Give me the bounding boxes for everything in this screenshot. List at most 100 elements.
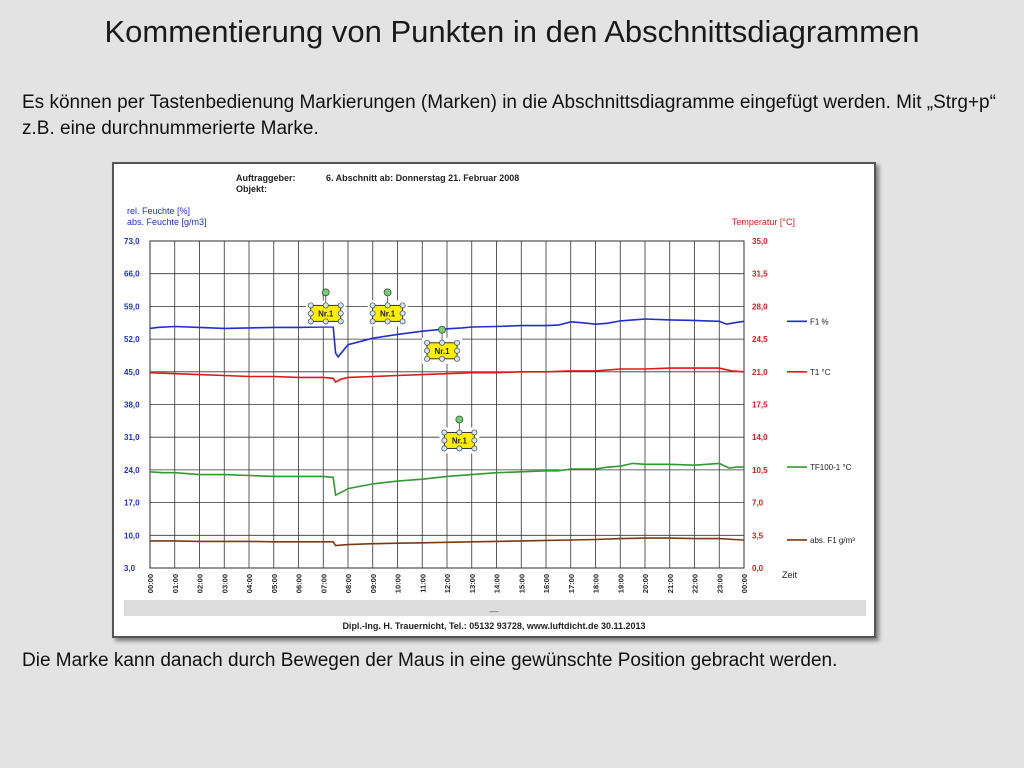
x-axis-ticks: 00:00 01:00 02:00 03:00 04:00 05:00 06:00 07:00… [146, 574, 749, 593]
marker-resize-handle [471, 445, 478, 452]
left-tick-label: 31,0 [124, 433, 140, 442]
series-line [149, 462, 744, 497]
marker-resize-handle [441, 429, 448, 436]
right-tick-label: 3,5 [752, 531, 764, 540]
marker-resize-handle [384, 302, 391, 309]
client-label: Auftraggeber: [236, 173, 296, 183]
chart-panel: Auftraggeber: Objekt: 6. Abschnitt ab: D… [112, 162, 876, 638]
marker-resize-handle [439, 339, 445, 346]
x-tick-label: 20:00 [641, 574, 650, 593]
left-tick-label: 66,0 [124, 270, 140, 279]
right-tick-label: 10,5 [752, 466, 768, 475]
marker-resize-handle [454, 355, 460, 362]
footer-band [124, 600, 866, 616]
legend-label: T1 °C [810, 368, 831, 377]
marker-label: Nr.1 [452, 436, 468, 445]
object-label: Objekt: [236, 184, 267, 194]
marker-label: Nr.1 [380, 309, 396, 318]
right-tick-label: 31,5 [752, 270, 768, 279]
x-tick-label: 23:00 [715, 574, 724, 593]
right-tick-label: 14,0 [752, 433, 768, 442]
left-tick-label: 73,0 [124, 237, 140, 246]
x-tick-label: 13:00 [468, 574, 477, 593]
legend-label: TF100-1 °C [810, 463, 852, 472]
right-axis-label: Temperatur [°C] [732, 217, 795, 227]
x-tick-label: 00:00 [740, 574, 749, 593]
x-tick-label: 14:00 [493, 574, 502, 593]
right-tick-label: 35,0 [752, 237, 768, 246]
marker-resize-handle [424, 355, 430, 362]
series-line [149, 367, 745, 384]
marker-resize-handle [399, 318, 406, 325]
marker[interactable]: Nr.1 [439, 415, 480, 454]
marker-resize-handle [307, 318, 314, 325]
x-axis-label: Zeit [782, 570, 798, 580]
footer-mark: — [490, 606, 499, 616]
marker-rotate-handle [455, 415, 464, 424]
right-tick-label: 21,0 [752, 368, 768, 377]
x-tick-label: 17:00 [567, 574, 576, 593]
marker-resize-handle [441, 445, 448, 452]
series-line [149, 318, 745, 359]
marker-resize-handle [369, 302, 376, 309]
x-tick-label: 15:00 [517, 574, 526, 593]
marker-resize-handle [369, 310, 376, 317]
x-tick-label: 09:00 [369, 574, 378, 593]
x-tick-label: 00:00 [146, 574, 155, 593]
marker-label: Nr.1 [434, 347, 450, 356]
left-axis-label-rh: rel. Feuchte [%] [127, 206, 190, 216]
left-tick-label: 3,0 [124, 564, 136, 573]
left-tick-label: 24,0 [124, 466, 140, 475]
marker-resize-handle [399, 302, 406, 309]
marker-resize-handle [337, 318, 344, 325]
x-tick-label: 18:00 [592, 574, 601, 593]
marker[interactable]: Nr.1 [422, 325, 463, 364]
intro-paragraph: Es können per Tastenbedienung Markierung… [22, 92, 996, 139]
left-tick-label: 38,0 [124, 401, 140, 410]
marker-resize-handle [369, 318, 376, 325]
marker-resize-handle [424, 339, 430, 346]
marker-resize-handle [456, 429, 463, 436]
right-tick-label: 28,0 [752, 302, 768, 311]
series-lines [149, 318, 745, 547]
left-axis-label-ah: abs. Feuchte [g/m3] [127, 217, 207, 227]
left-axis-ticks: 3,0 10,0 17,0 24,0 31,0 38,0 45,0 52,0 59,0 66,0 7… [124, 237, 140, 573]
x-tick-label: 21:00 [666, 574, 675, 593]
right-tick-label: 7,0 [752, 499, 764, 508]
marker-resize-handle [424, 347, 430, 354]
right-tick-label: 0,0 [752, 564, 764, 573]
marker-resize-handle [471, 437, 478, 444]
marker-resize-handle [307, 310, 314, 317]
x-tick-label: 10:00 [394, 574, 403, 593]
marker-rotate-handle [383, 288, 392, 297]
legend-label: F1 % [810, 317, 829, 326]
marker-resize-handle [454, 339, 460, 346]
markers: Nr.1 Nr.1 Nr.1 Nr.1 [305, 288, 480, 454]
marker-resize-handle [456, 445, 463, 452]
x-tick-label: 16:00 [542, 574, 551, 593]
left-tick-label: 17,0 [124, 499, 140, 508]
x-tick-label: 11:00 [418, 574, 427, 593]
section-title: 6. Abschnitt ab: Donnerstag 21. Februar … [326, 173, 519, 183]
marker-resize-handle [439, 355, 445, 362]
legend-label: abs. F1 g/m³ [810, 536, 855, 545]
marker-label: Nr.1 [318, 309, 334, 318]
marker-resize-handle [322, 318, 329, 325]
left-tick-label: 45,0 [124, 368, 140, 377]
legend: F1 % abs. F1 g/m³ T1 °C TF100-1 °C [787, 317, 855, 545]
x-tick-label: 08:00 [344, 574, 353, 593]
marker-resize-handle [454, 347, 460, 354]
right-tick-label: 17,5 [752, 401, 768, 410]
chart-footer: Dipl.-Ing. H. Trauernicht, Tel.: 05132 9… [342, 621, 645, 631]
marker-resize-handle [337, 310, 344, 317]
right-tick-label: 24,5 [752, 335, 768, 344]
marker[interactable]: Nr.1 [367, 288, 408, 327]
right-axis-ticks: 0,0 3,5 7,0 10,5 14,0 17,5 21,0 24,5 28,0 31,5 35,… [752, 237, 768, 573]
grid [149, 240, 745, 569]
marker[interactable]: Nr.1 [305, 288, 346, 327]
x-tick-label: 04:00 [245, 574, 254, 593]
marker-resize-handle [337, 302, 344, 309]
marker-resize-handle [399, 310, 406, 317]
x-tick-label: 01:00 [171, 574, 180, 593]
slide-title: Kommentierung von Punkten in den Abschni… [104, 14, 920, 49]
